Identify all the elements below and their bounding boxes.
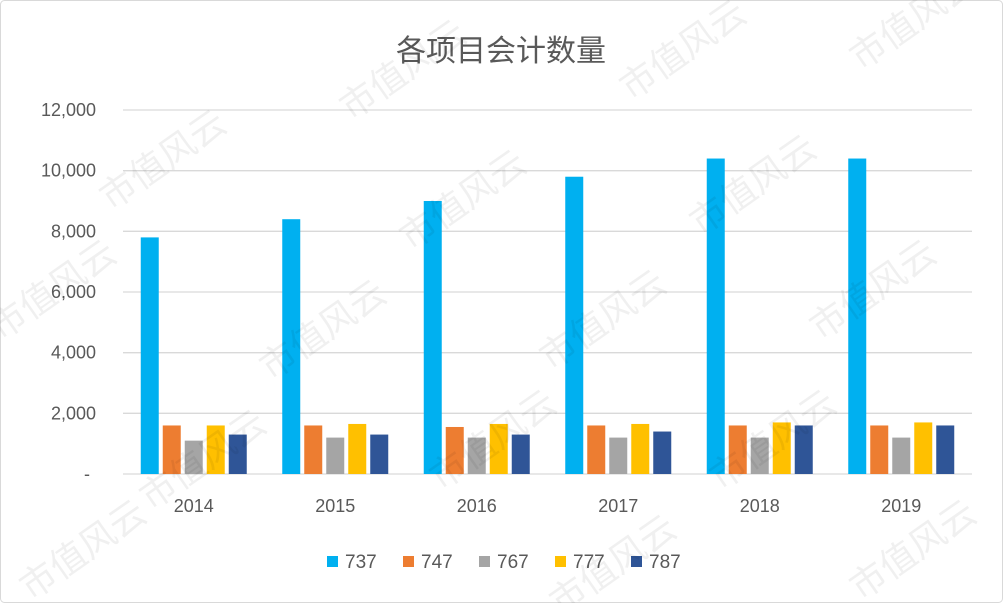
legend-label: 747 <box>421 552 453 573</box>
bar-787-2019 <box>936 425 955 474</box>
bar-777-2015 <box>348 423 367 474</box>
bar-787-2015 <box>370 434 389 474</box>
legend-swatch <box>479 556 490 567</box>
bar-737-2017 <box>565 176 584 474</box>
legend-swatch <box>403 556 414 567</box>
gridlines <box>123 109 972 475</box>
y-tick-label: 4,000 <box>51 343 96 363</box>
bar-737-2018 <box>706 158 725 475</box>
x-tick-label: 2015 <box>315 496 355 516</box>
bar-787-2017 <box>653 431 672 474</box>
bar-767-2017 <box>609 437 628 474</box>
x-tick-label: 2019 <box>881 496 921 516</box>
legend-swatch <box>327 556 338 567</box>
bar-767-2015 <box>326 437 345 474</box>
bar-767-2016 <box>467 437 486 474</box>
bar-747-2014 <box>162 425 181 474</box>
y-tick-label: 10,000 <box>41 161 96 181</box>
legend-label: 787 <box>649 552 681 573</box>
bar-777-2019 <box>914 422 933 474</box>
x-tick-label: 2017 <box>598 496 638 516</box>
bar-737-2016 <box>423 201 442 474</box>
bar-767-2018 <box>750 437 769 474</box>
bar-767-2014 <box>184 440 203 474</box>
y-tick-label: 2,000 <box>51 403 96 423</box>
legend-item-787: 787 <box>631 552 681 573</box>
legend-swatch <box>555 556 566 567</box>
bar-777-2014 <box>206 425 225 474</box>
bars <box>140 158 955 475</box>
bar-777-2018 <box>772 422 791 474</box>
bar-737-2015 <box>282 219 301 474</box>
bar-777-2017 <box>631 423 650 474</box>
y-tick-label: - <box>84 464 90 484</box>
bar-747-2015 <box>304 425 323 474</box>
chart-title: 各项目会计数量 <box>396 34 606 69</box>
bar-747-2017 <box>587 425 606 474</box>
x-tick-label: 2014 <box>174 496 214 516</box>
x-tick-label: 2016 <box>457 496 497 516</box>
legend-item-777: 777 <box>555 552 605 573</box>
bar-787-2014 <box>228 434 247 474</box>
y-axis-labels: - 2,000 4,000 6,000 8,000 10,000 12,000 <box>41 100 96 484</box>
legend-item-737: 737 <box>327 552 377 573</box>
legend-label: 767 <box>497 552 529 573</box>
y-tick-label: 12,000 <box>41 100 96 120</box>
bar-787-2016 <box>511 434 530 474</box>
legend-item-747: 747 <box>403 552 453 573</box>
legend-label: 777 <box>573 552 605 573</box>
y-tick-label: 6,000 <box>51 282 96 302</box>
x-tick-label: 2018 <box>740 496 780 516</box>
x-axis-labels: 2014 2015 2016 2017 2018 2019 <box>174 496 922 516</box>
bar-777-2016 <box>489 423 508 474</box>
legend-item-767: 767 <box>479 552 529 573</box>
legend-label: 737 <box>345 552 377 573</box>
y-tick-label: 8,000 <box>51 221 96 241</box>
legend: 737 747 767 777 787 <box>327 552 681 573</box>
legend-swatch <box>631 556 642 567</box>
bar-747-2019 <box>870 425 889 474</box>
bar-747-2018 <box>728 425 747 474</box>
bar-747-2016 <box>445 426 464 474</box>
bar-787-2018 <box>794 425 813 474</box>
bar-737-2014 <box>140 237 159 474</box>
bar-737-2019 <box>848 158 867 475</box>
bar-767-2019 <box>892 437 911 474</box>
